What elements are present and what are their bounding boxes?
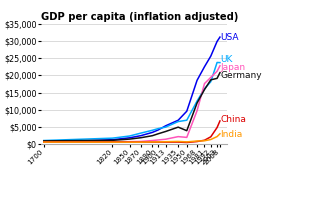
Text: Japan: Japan <box>220 63 246 72</box>
Text: India: India <box>220 130 243 139</box>
Text: GDP per capita (inflation adjusted): GDP per capita (inflation adjusted) <box>41 12 238 22</box>
Text: UK: UK <box>220 55 233 64</box>
Text: Germany: Germany <box>220 71 262 80</box>
Text: USA: USA <box>220 33 239 42</box>
Text: China: China <box>220 116 246 124</box>
